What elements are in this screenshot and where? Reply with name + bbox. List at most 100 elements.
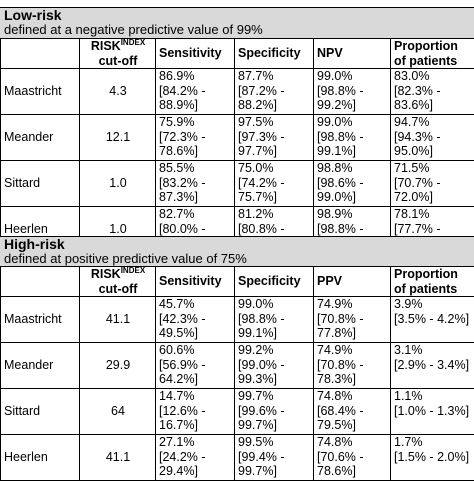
cell-line: 86.9% [159,69,232,84]
cell-line: 99.7%] [238,418,311,433]
cell-line: 64.2%] [159,372,232,387]
proportion-header: Proportion of patients [391,39,474,69]
sensitivity-cell: 75.9%[72.3% -78.6%] [156,115,235,161]
high-risk-subtitle: defined at positive predictive value of … [4,252,474,266]
cutoff-cell: 29.9 [80,343,156,389]
cell-line: 29.4%] [159,464,232,479]
cell-line: [80.8% - [238,222,311,237]
cropped-top-strip [0,0,474,7]
cell-line: [98.8% - [317,130,388,145]
cell-line: 78.3%] [317,372,388,387]
sensitivity-header: Sensitivity [156,267,235,297]
cell-line: 97.5% [238,115,311,130]
specificity-header: Specificity [235,267,314,297]
proportion-cell: 1.1%[1.0% - 1.3%] [391,389,474,435]
cell-line: [24.2% - [159,450,232,465]
cell-line: 3.1% [394,343,472,358]
cell-line: 74.9% [317,343,388,358]
predictive-value-cell: 99.0%[98.8% -99.1%] [314,115,391,161]
cell-line: [98.8% - [317,222,388,237]
site-header [1,39,80,69]
cell-line: [83.2% - [159,176,232,191]
site-name-cell: Sittard [1,161,80,207]
cell-line: 87.7% [238,69,311,84]
cell-line: 71.5% [394,161,472,176]
cell-line: 99.7% [238,389,311,404]
low-risk-section-header: Low-risk defined at a negative predictiv… [0,7,474,38]
sensitivity-cell: 85.5%[83.2% -87.3%] [156,161,235,207]
cell-line: [1.5% - 2.0%] [394,450,472,465]
cell-line: 99.1%] [317,144,388,159]
cell-line: 99.0% [317,115,388,130]
cell-line: 75.9% [159,115,232,130]
cell-line: [94.3% - [394,130,472,145]
cell-line: 78.6%] [159,144,232,159]
cell-line: [99.6% - [238,404,311,419]
specificity-cell: 87.7%[87.2% -88.2%] [235,69,314,115]
predictive-value-cell: 99.0%[98.8% -99.2%] [314,69,391,115]
sensitivity-header: Sensitivity [156,39,235,69]
cell-line: 97.7%] [238,144,311,159]
cell-line: [97.3% - [238,130,311,145]
proportion-cell: 1.7%[1.5% - 2.0%] [391,435,474,481]
table-page: Low-risk defined at a negative predictiv… [0,0,474,470]
cell-line: 79.5%] [317,418,388,433]
npv-header: NPV [314,39,391,69]
ppv-header: PPV [314,267,391,297]
cell-line: 77.8%] [317,326,388,341]
sensitivity-cell: 86.9%[84.2% -88.9%] [156,69,235,115]
cell-line: 88.2%] [238,98,311,113]
proportion-cell: 3.9%[3.5% - 4.2%] [391,297,474,343]
sensitivity-cell: 45.7%[42.3% -49.5%] [156,297,235,343]
cell-line: [3.5% - 4.2%] [394,312,472,327]
cell-line: 60.6% [159,343,232,358]
proportion-cell: 83.0%[82.3% -83.6%] [391,69,474,115]
cell-line: 99.0% [317,69,388,84]
predictive-value-cell: 74.9%[70.8% -78.3%] [314,343,391,389]
high-risk-table: RISKINDEX cut-off Sensitivity Specificit… [0,266,474,481]
risk-index-header: RISKINDEX cut-off [80,39,156,69]
predictive-value-cell: 74.8%[70.6% -78.6%] [314,435,391,481]
high-risk-header-row: RISKINDEX cut-off Sensitivity Specificit… [1,267,474,297]
cell-line: [1.0% - 1.3%] [394,404,472,419]
cell-line: [12.6% - [159,404,232,419]
low-risk-title: Low-risk [4,8,474,23]
cell-line: [98.6% - [317,176,388,191]
cell-line: 99.1%] [238,326,311,341]
cutoff-cell: 64 [80,389,156,435]
site-name-cell: Heerlen [1,435,80,481]
cell-line: 94.7% [394,115,472,130]
cell-line: 74.9% [317,297,388,312]
low-risk-subtitle: defined at a negative predictive value o… [4,23,474,37]
cell-line: 1.7% [394,435,472,450]
high-risk-title: High-risk [4,237,474,252]
cell-line: 99.2%] [317,98,388,113]
cell-line: [70.6% - [317,450,388,465]
cell-line: 16.7%] [159,418,232,433]
risk-index-header: RISKINDEX cut-off [80,267,156,297]
specificity-cell: 75.0%[74.2% -75.7%] [235,161,314,207]
specificity-cell: 99.7%[99.6% -99.7%] [235,389,314,435]
cell-line: 87.3%] [159,190,232,205]
sensitivity-cell: 14.7%[12.6% -16.7%] [156,389,235,435]
cell-line: 74.8% [317,389,388,404]
cell-line: 75.0% [238,161,311,176]
cell-line: [2.9% - 3.4%] [394,358,472,373]
proportion-cell: 71.5%[70.7% -72.0%] [391,161,474,207]
cell-line: 14.7% [159,389,232,404]
cell-line: [74.2% - [238,176,311,191]
cell-line: 99.2% [238,343,311,358]
cutoff-cell: 12.1 [80,115,156,161]
specificity-cell: 99.2%[99.0% -99.3%] [235,343,314,389]
cell-line: [99.0% - [238,358,311,373]
cell-line: [70.7% - [394,176,472,191]
cell-line: 82.7% [159,207,232,222]
low-risk-header-row: RISKINDEX cut-off Sensitivity Specificit… [1,39,474,69]
cell-line: 99.0% [238,297,311,312]
cell-line: 83.0% [394,69,472,84]
